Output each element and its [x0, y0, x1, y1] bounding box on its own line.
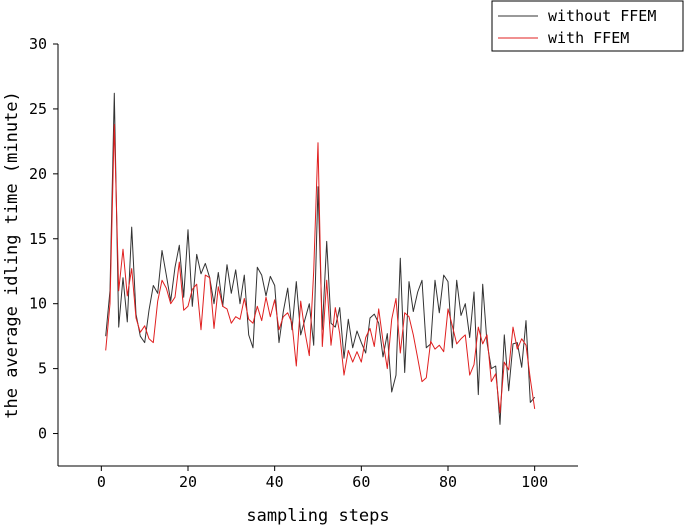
- legend: without FFEM with FFEM: [491, 0, 684, 52]
- plot-frame: [57, 44, 578, 467]
- y-tick-label: 25: [29, 100, 47, 118]
- legend-box: [491, 0, 684, 52]
- x-tick-label: 40: [266, 473, 284, 491]
- x-tick-label: 60: [352, 473, 370, 491]
- y-tick-label: 10: [29, 295, 47, 313]
- x-ticks: 0 20 40 60 80 100: [97, 466, 548, 491]
- legend-label-without-ffem: without FFEM: [548, 7, 656, 25]
- legend-label-with-ffem: with FFEM: [548, 29, 629, 47]
- y-axis-title: the average idling time (minute): [2, 91, 22, 419]
- series-line-with-ffem: [105, 124, 536, 414]
- series-lines: [105, 92, 536, 425]
- x-axis-title: sampling steps: [246, 506, 389, 526]
- x-tick-label: 100: [521, 473, 548, 491]
- x-tick-label: 80: [439, 473, 457, 491]
- x-tick-label: 20: [179, 473, 197, 491]
- y-tick-label: 15: [29, 230, 47, 248]
- y-tick-label: 20: [29, 165, 47, 183]
- y-tick-label: 30: [29, 35, 47, 53]
- x-tick-label: 0: [97, 473, 106, 491]
- y-tick-label: 0: [38, 425, 47, 443]
- y-tick-label: 5: [38, 360, 47, 378]
- y-ticks: 0 5 10 15 20 25 30: [29, 35, 58, 443]
